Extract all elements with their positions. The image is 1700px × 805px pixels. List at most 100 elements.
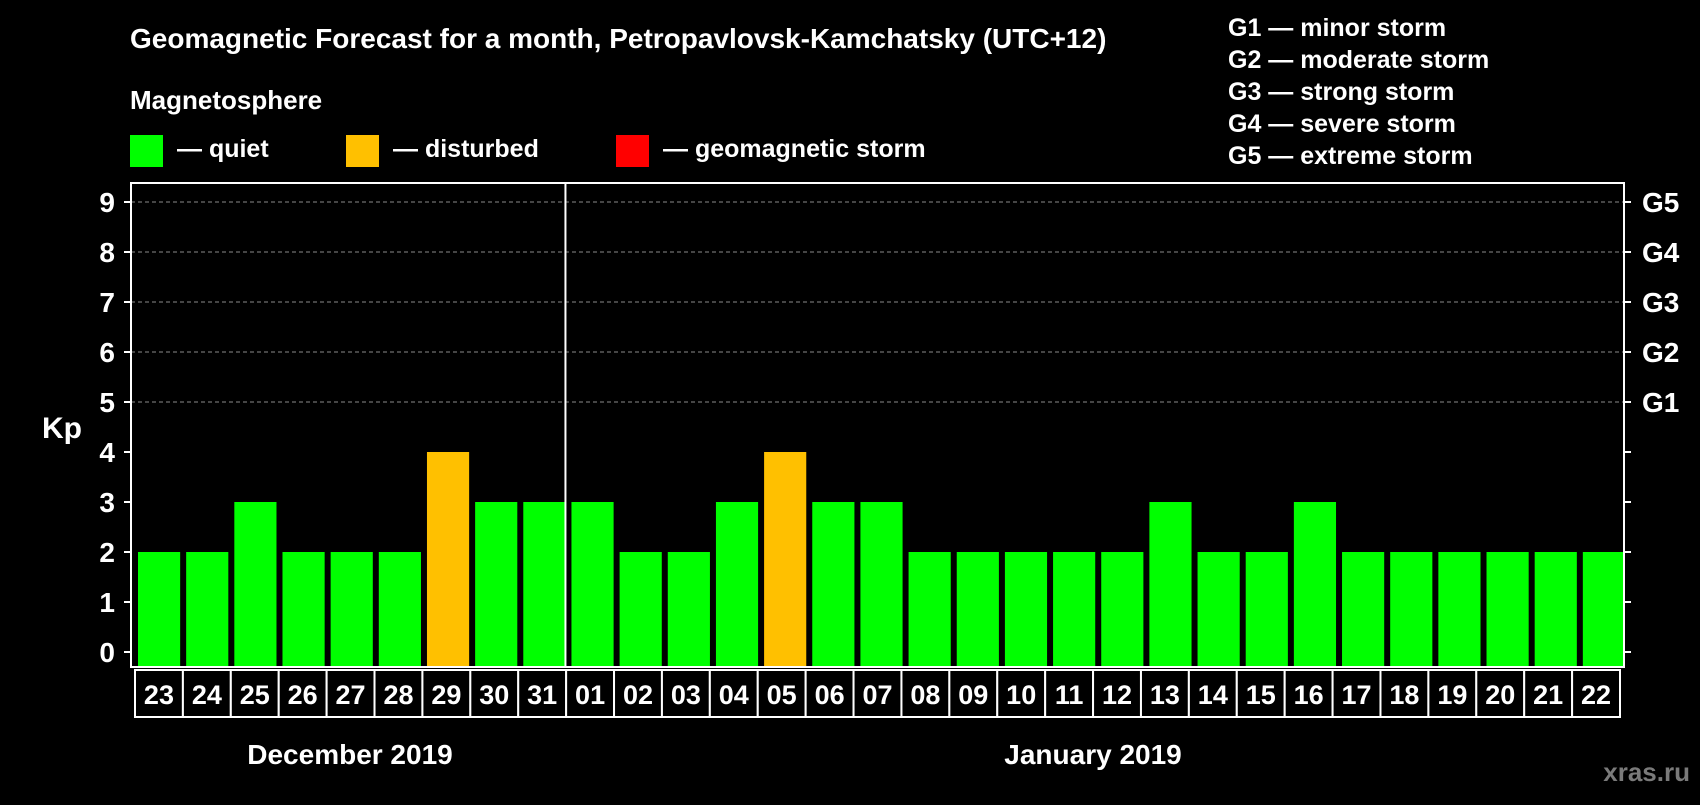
day-cell — [852, 669, 903, 718]
g-level-label: G2 — [1642, 337, 1679, 368]
day-cell — [1044, 669, 1095, 718]
y-tick-label: 2 — [99, 537, 115, 568]
bar — [426, 452, 470, 667]
day-cell — [1571, 669, 1622, 718]
day-cell — [900, 669, 951, 718]
y-tick-label: 4 — [99, 437, 115, 468]
watermark: xras.ru — [1603, 757, 1690, 787]
legend-swatch-storm — [616, 135, 649, 167]
day-cell — [1379, 669, 1430, 718]
bar — [908, 552, 951, 667]
day-cell — [756, 669, 807, 718]
day-cell — [1092, 669, 1142, 718]
bar — [1534, 552, 1577, 667]
legend-label-storm: — geomagnetic storm — [663, 135, 926, 163]
day-cell — [613, 669, 663, 718]
bar — [1149, 502, 1192, 667]
day-label: 31 — [527, 680, 557, 710]
bar — [234, 502, 277, 667]
day-cell — [373, 669, 424, 718]
plot-frame — [130, 182, 1625, 668]
bar — [956, 552, 999, 667]
bar — [1245, 552, 1288, 667]
day-label: 20 — [1485, 680, 1515, 710]
g-level-label: G3 — [1642, 287, 1679, 318]
day-label: 16 — [1294, 680, 1324, 710]
bar — [282, 552, 325, 667]
bar — [619, 552, 662, 667]
bar — [1293, 502, 1337, 667]
day-label: 05 — [767, 680, 797, 710]
day-label: 08 — [910, 680, 940, 710]
day-label: 26 — [288, 680, 318, 710]
day-cell — [708, 669, 759, 718]
day-cell — [229, 669, 280, 718]
bar — [330, 552, 373, 667]
day-cell — [1187, 669, 1238, 718]
day-label: 12 — [1102, 680, 1132, 710]
day-cell — [1235, 669, 1286, 718]
bar — [1101, 552, 1144, 667]
bar — [378, 552, 421, 667]
day-label: 07 — [862, 680, 892, 710]
y-tick-label: 5 — [99, 387, 115, 418]
plot-border — [130, 182, 1625, 668]
day-cell — [1475, 669, 1526, 718]
day-label: 04 — [719, 680, 749, 710]
day-label: 11 — [1055, 680, 1084, 710]
month-label-january: January 2019 — [1004, 739, 1181, 770]
day-cell — [517, 669, 568, 718]
y-tick-label: 9 — [99, 187, 115, 218]
bar — [764, 452, 807, 667]
y-axis: 0 1 2 3 4 5 6 7 8 9 — [99, 187, 131, 668]
magnetosphere-legend: — quiet — disturbed — geomagnetic storm — [130, 135, 926, 167]
bar — [1390, 552, 1433, 667]
legend-label-disturbed: — disturbed — [393, 135, 539, 163]
bar — [1004, 552, 1048, 667]
day-label: 06 — [815, 680, 845, 710]
legend-label-quiet: — quiet — [177, 135, 269, 163]
g-scale-legend: G1 — minor storm G2 — moderate storm G3 … — [1228, 14, 1489, 170]
g-scale-item-4: G4 — severe storm — [1228, 110, 1456, 138]
y-tick-label: 6 — [99, 337, 115, 368]
day-label: 23 — [144, 680, 174, 710]
g-level-label: G1 — [1642, 387, 1679, 418]
grid-lines — [131, 201, 1624, 403]
day-cell — [1331, 669, 1382, 718]
day-label: 30 — [479, 680, 509, 710]
day-label: 24 — [192, 680, 222, 710]
day-label: 19 — [1437, 680, 1467, 710]
day-label: 25 — [240, 680, 270, 710]
day-label: 09 — [958, 680, 988, 710]
g-scale-item-2: G2 — moderate storm — [1228, 46, 1489, 74]
bar — [667, 552, 710, 667]
y-axis-label: Kp — [42, 412, 82, 445]
day-label: 01 — [575, 680, 605, 710]
day-cell — [134, 669, 184, 718]
legend-swatch-quiet — [130, 135, 163, 167]
bar — [860, 502, 903, 667]
day-cell — [948, 669, 999, 718]
day-label: 21 — [1533, 680, 1563, 710]
g-level-label: G4 — [1642, 237, 1680, 268]
bar — [571, 502, 614, 667]
g-scale-item-3: G3 — strong storm — [1228, 78, 1454, 106]
y-tick-label: 3 — [99, 487, 115, 518]
y-tick-label: 1 — [99, 587, 115, 618]
g-level-label: G5 — [1642, 187, 1679, 218]
bar — [1053, 552, 1096, 667]
y-tick-label: 8 — [99, 237, 115, 268]
day-label: 02 — [623, 680, 653, 710]
x-axis: 23 24 25 26 27 28 29 30 31 01 02 03 04 05 06 07 08 09 10 11… — [134, 669, 1622, 718]
day-label: 22 — [1581, 680, 1611, 710]
g-scale-item-1: G1 — minor storm — [1228, 14, 1446, 42]
day-cell — [660, 669, 711, 718]
day-label: 29 — [431, 680, 461, 710]
month-label-december: December 2019 — [247, 739, 452, 770]
y-tick-label: 7 — [99, 287, 115, 318]
day-cell — [277, 669, 328, 718]
bar — [715, 502, 759, 667]
chart-title: Geomagnetic Forecast for a month, Petrop… — [130, 23, 1106, 54]
day-label: 13 — [1150, 680, 1180, 710]
